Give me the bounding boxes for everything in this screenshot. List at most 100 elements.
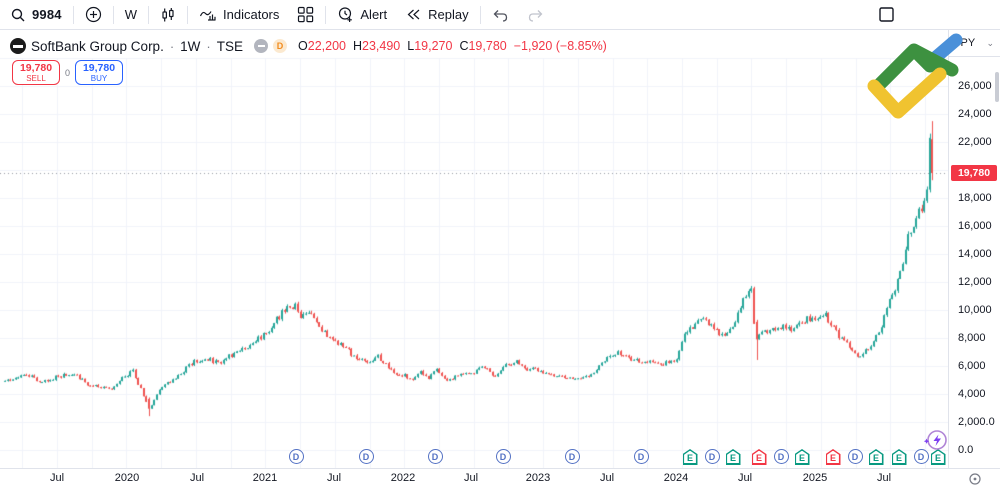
earnings-marker[interactable]: E: [682, 449, 698, 465]
symbol-search-label: 9984: [32, 7, 62, 22]
legend-exchange[interactable]: TSE: [216, 38, 244, 54]
symbol-legend: SoftBank Group Corp. · 1W · TSE D O22,20…: [10, 38, 607, 54]
price-axis[interactable]: JPY ⌄ 26,000 24,000 22,000 18,000 16,000 14,0…: [948, 30, 1000, 468]
compare-add-button[interactable]: [76, 1, 111, 29]
scale-reset-target-icon[interactable]: [968, 472, 982, 486]
replay-label: Replay: [428, 7, 469, 22]
price-tick: 24,000: [958, 108, 992, 120]
symbol-search-button[interactable]: 9984: [0, 1, 71, 29]
earnings-marker[interactable]: E: [825, 449, 841, 465]
replay-rewind-icon: [407, 9, 420, 20]
dividend-marker[interactable]: D: [773, 449, 789, 464]
legend-separator: ·: [206, 38, 211, 54]
earnings-marker[interactable]: E: [891, 449, 907, 465]
chevron-down-icon: ⌄: [986, 37, 994, 48]
buy-label: BUY: [90, 73, 108, 83]
time-tick: 2021: [252, 472, 278, 484]
toolbar-divider: [112, 5, 114, 24]
broker-logo-watermark: [867, 33, 963, 119]
sell-price: 19,780: [19, 61, 53, 74]
alert-label: Alert: [360, 7, 388, 22]
interval-button[interactable]: W: [116, 1, 146, 29]
layout-grid-button[interactable]: [288, 1, 323, 29]
dividend-marker[interactable]: D: [847, 449, 863, 464]
buy-button[interactable]: 19,780 BUY: [75, 60, 124, 85]
price-tick: 16,000: [958, 220, 992, 232]
price-tick: 8,000: [958, 332, 986, 344]
time-tick: Jul: [599, 472, 615, 484]
spread-value: 0: [65, 67, 71, 78]
alert-button[interactable]: Alert: [328, 1, 396, 29]
toolbar-divider: [479, 5, 481, 24]
ohlc-readout: O22,200 H23,490 L19,270 C19,780 −1,920 (…: [298, 39, 607, 53]
price-tick: 18,000: [958, 192, 992, 204]
axis-scrollbar-thumb[interactable]: [995, 72, 999, 102]
price-tick: 26,000: [958, 80, 992, 92]
chart-style-button[interactable]: [151, 1, 185, 29]
dividend-marker[interactable]: D: [358, 449, 374, 464]
price-tick: 12,000: [958, 276, 992, 288]
top-toolbar: 9984 W Indicators Alert Replay: [0, 0, 1000, 30]
earnings-marker[interactable]: E: [930, 449, 946, 465]
market-closed-icon[interactable]: [254, 39, 269, 53]
time-tick: 2023: [525, 472, 551, 484]
time-tick: Jul: [737, 472, 753, 484]
price-tick: 10,000: [958, 304, 992, 316]
interval-label: W: [124, 7, 138, 22]
price-tick: 4,000: [958, 388, 986, 400]
candlestick-icon: [162, 7, 174, 21]
fullscreen-button[interactable]: [869, 1, 904, 29]
redo-button[interactable]: [518, 1, 553, 29]
time-axis[interactable]: Jul 2020 Jul 2021 Jul 2022 Jul 2023 Jul 2024 Jul 20…: [0, 468, 1000, 487]
indicators-button[interactable]: Indicators: [190, 1, 288, 29]
time-tick: Jul: [189, 472, 205, 484]
layout-grid-icon: [298, 6, 314, 23]
time-tick: Jul: [463, 472, 479, 484]
time-tick: 2022: [390, 472, 416, 484]
alert-clock-icon: [339, 7, 353, 22]
earnings-marker[interactable]: E: [794, 449, 810, 465]
softbank-logo-icon: [10, 38, 26, 54]
price-tick: 22,000: [958, 136, 992, 148]
redo-icon: [528, 9, 543, 22]
earnings-marker[interactable]: E: [868, 449, 884, 465]
trade-panel: 19,780 SELL 0 19,780 BUY: [12, 60, 124, 85]
flash-boost-icon[interactable]: [922, 428, 948, 452]
time-tick: 2025: [802, 472, 828, 484]
time-tick: Jul: [876, 472, 892, 484]
undo-button[interactable]: [483, 1, 518, 29]
last-price-label: 19,780: [951, 165, 997, 181]
dividend-marker[interactable]: D: [913, 449, 929, 464]
undo-icon: [493, 9, 507, 22]
indicators-label: Indicators: [223, 7, 280, 22]
price-tick: 2,000.0: [958, 416, 995, 428]
earnings-marker[interactable]: E: [751, 449, 767, 465]
replay-button[interactable]: Replay: [396, 1, 477, 29]
dividend-marker[interactable]: D: [564, 449, 580, 464]
sell-label: SELL: [26, 73, 46, 83]
dividend-marker[interactable]: D: [288, 449, 304, 464]
fullscreen-square-icon: [879, 7, 894, 22]
time-tick: 2020: [114, 472, 140, 484]
legend-separator: ·: [169, 38, 175, 54]
change-value: −1,920 (−8.85%): [513, 39, 607, 53]
dividend-marker[interactable]: D: [633, 449, 649, 464]
dividend-marker[interactable]: D: [427, 449, 443, 464]
dividend-marker[interactable]: D: [495, 449, 511, 464]
price-tick: 6,000: [958, 360, 986, 372]
sell-button[interactable]: 19,780 SELL: [12, 60, 60, 85]
search-icon: [11, 8, 25, 21]
toolbar-divider: [187, 5, 189, 24]
delayed-data-badge[interactable]: D: [273, 39, 288, 53]
dividend-marker[interactable]: D: [704, 449, 720, 464]
time-tick: Jul: [49, 472, 65, 484]
earnings-marker[interactable]: E: [725, 449, 741, 465]
candlestick-chart[interactable]: [0, 30, 948, 468]
plus-circle-icon: [85, 6, 101, 23]
time-tick: Jul: [326, 472, 342, 484]
low-value: L19,270: [407, 39, 453, 53]
toolbar-divider: [148, 5, 150, 24]
legend-interval[interactable]: 1W: [180, 38, 201, 54]
symbol-title[interactable]: SoftBank Group Corp.: [31, 38, 164, 54]
price-tick: 0.0: [958, 444, 974, 456]
